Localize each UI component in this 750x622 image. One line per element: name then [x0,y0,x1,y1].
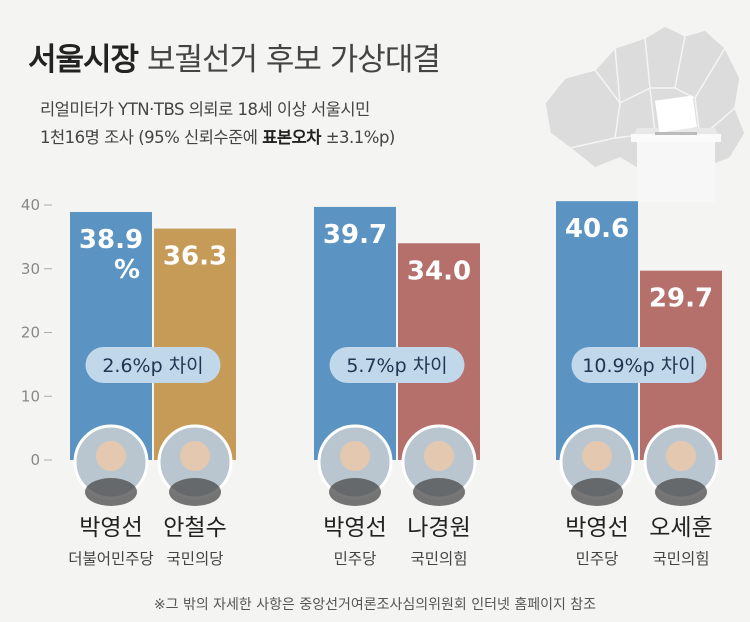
y-tick-label: 10 [21,387,40,405]
bar [314,206,396,460]
bar [70,212,152,460]
bar [154,228,236,460]
candidate-photo-face [666,441,696,471]
candidate-photo-shoulders [413,478,465,506]
seoul-map-ballot-illustration [544,25,746,202]
subtitle-line-2-bold: 표본오차 [262,128,321,147]
candidate-photo-shoulders [329,478,381,506]
chart-title: 서울시장 보궐선거 후보 가상대결 [28,34,441,79]
candidate-name: 박영선 [323,515,386,541]
candidate-photo-face [582,441,612,471]
candidate-photo-shoulders [655,478,707,506]
candidate-name: 박영선 [565,515,628,541]
gap-label: 5.7%p 차이 [346,355,447,377]
candidate-photo-shoulders [169,478,221,506]
subtitle-line-2: 1천16명 조사 (95% 신뢰수준에 표본오차 ±3.1%p) [40,124,395,148]
candidate-photo-shoulders [571,478,623,506]
candidate-party: 민주당 [334,550,377,568]
candidate-party: 국민의당 [166,550,223,568]
bar [556,201,638,461]
y-tick-label: 0 [30,451,40,469]
y-tick-label: 20 [21,324,40,342]
subtitle-line-1: 리얼미터가 YTN·TBS 의뢰로 18세 이상 서울시민 [40,100,370,119]
gap-label: 2.6%p 차이 [102,355,203,377]
candidate-name: 오세훈 [649,515,712,541]
title-rest: 보궐선거 후보 가상대결 [146,42,441,78]
candidate-party: 더불어민주당 [68,550,154,568]
data-label: 29.7 [649,284,713,314]
candidate-photo-face [424,441,454,471]
candidate-photo-face [96,441,126,471]
candidate-name: 안철수 [163,515,226,541]
subtitle-line-2-suffix: ±3.1%p) [320,128,396,147]
gap-pill [329,347,465,383]
data-label: 34.0 [407,256,471,286]
candidate-photo-face [180,441,210,471]
data-label-unit: % [114,255,140,285]
footnote: ※그 밖의 자세한 사항은 중앙선거여론조사심의위원회 인터넷 홈페이지 참조 [153,597,597,613]
subtitle-line-2-prefix: 1천16명 조사 (95% 신뢰수준에 [40,128,263,147]
candidate-name: 나경원 [407,515,470,541]
gap-pill [571,347,707,383]
ballot-box-icon [631,95,721,202]
candidate-photo-face [340,441,370,471]
data-label: 40.6 [565,214,629,244]
candidate-party: 국민의힘 [652,550,709,568]
title-bold: 서울시장 [28,42,139,78]
candidate-party: 국민의힘 [410,550,467,568]
candidate-name: 박영선 [79,515,142,541]
y-tick-label: 30 [21,260,40,278]
gap-pill [85,347,221,383]
data-label: 36.3 [163,242,227,272]
data-label: 39.7 [323,220,387,250]
data-label: 38.9 [79,225,143,255]
candidate-photo-shoulders [85,478,137,506]
gap-label: 10.9%p 차이 [582,355,695,377]
candidate-party: 민주당 [576,550,619,568]
y-tick-label: 40 [21,196,40,214]
